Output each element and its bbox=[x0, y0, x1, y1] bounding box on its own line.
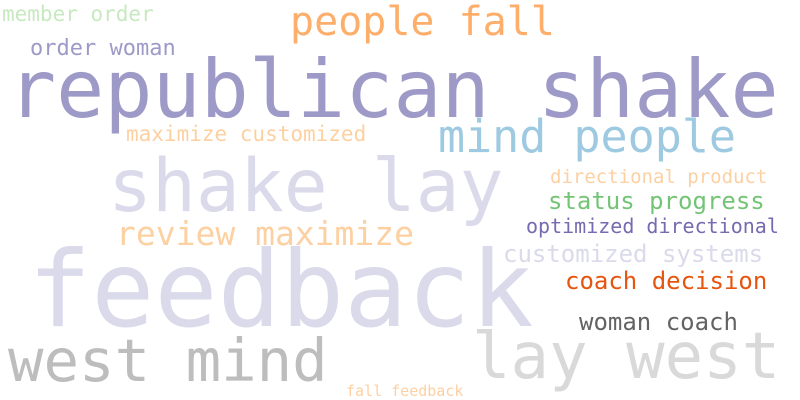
word-review-maximize: review maximize bbox=[116, 214, 415, 253]
word-shake-lay: shake lay bbox=[108, 144, 504, 229]
word-status-progress: status progress bbox=[548, 187, 765, 215]
word-feedback: feedback bbox=[28, 229, 534, 351]
word-lay-west: lay west bbox=[472, 320, 781, 394]
word-west-mind: west mind bbox=[8, 326, 328, 395]
word-mind-people: mind people bbox=[438, 110, 737, 163]
word-directional-product: directional product bbox=[550, 166, 768, 188]
word-member-order: member order bbox=[2, 2, 154, 26]
word-customized-systems: customized systems bbox=[503, 240, 764, 268]
word-people-fall: people fall bbox=[290, 0, 555, 45]
word-coach-decision: coach decision bbox=[565, 267, 768, 295]
word-order-woman: order woman bbox=[30, 36, 176, 61]
word-republican-shake: republican shake bbox=[8, 43, 779, 136]
word-maximize-customized: maximize customized bbox=[126, 122, 367, 146]
word-woman-coach: woman coach bbox=[579, 308, 738, 336]
word-optimized-directional: optimized directional bbox=[526, 214, 779, 238]
word-fall-feedback: fall feedback bbox=[346, 382, 464, 400]
